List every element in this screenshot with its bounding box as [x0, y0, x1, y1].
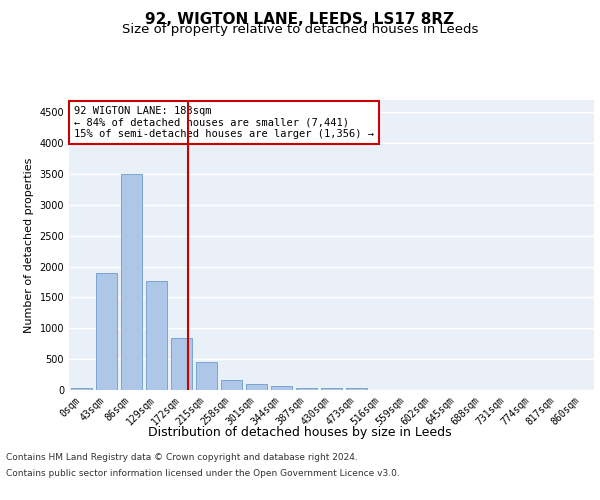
Y-axis label: Number of detached properties: Number of detached properties: [24, 158, 34, 332]
Bar: [96, 273, 117, 390]
Bar: [321, 388, 342, 390]
Bar: [221, 380, 242, 390]
Text: 92, WIGTON LANE, LEEDS, LS17 8RZ: 92, WIGTON LANE, LEEDS, LS17 8RZ: [145, 12, 455, 28]
Text: Distribution of detached houses by size in Leeds: Distribution of detached houses by size …: [148, 426, 452, 439]
Bar: [271, 386, 292, 390]
Text: Contains HM Land Registry data © Crown copyright and database right 2024.: Contains HM Land Registry data © Crown c…: [6, 454, 358, 462]
Bar: [346, 388, 367, 390]
Bar: [246, 384, 267, 390]
Bar: [296, 388, 317, 390]
Bar: [121, 174, 142, 390]
Text: 92 WIGTON LANE: 183sqm
← 84% of detached houses are smaller (7,441)
15% of semi-: 92 WIGTON LANE: 183sqm ← 84% of detached…: [74, 106, 374, 139]
Bar: [171, 338, 192, 390]
Bar: [146, 282, 167, 390]
Text: Size of property relative to detached houses in Leeds: Size of property relative to detached ho…: [122, 24, 478, 36]
Text: Contains public sector information licensed under the Open Government Licence v3: Contains public sector information licen…: [6, 468, 400, 477]
Bar: [196, 362, 217, 390]
Bar: [71, 388, 92, 390]
